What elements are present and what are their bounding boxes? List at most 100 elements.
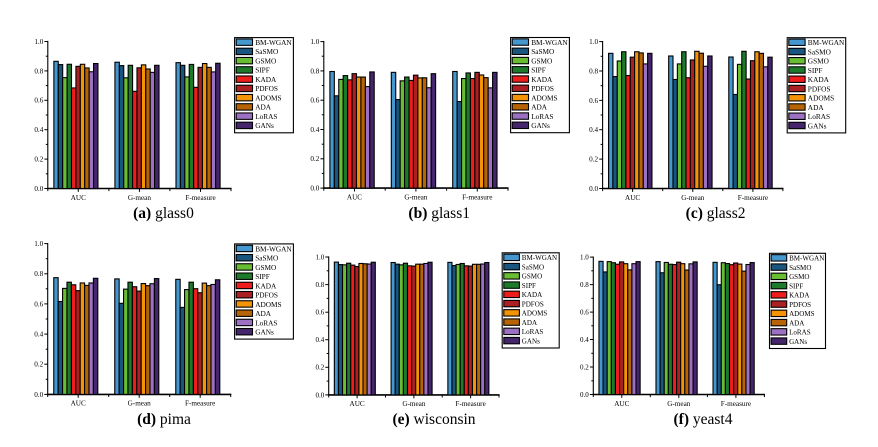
svg-text:PDFOS: PDFOS bbox=[255, 291, 278, 300]
svg-text:ADOMS: ADOMS bbox=[808, 94, 834, 103]
svg-text:BM-WGAN: BM-WGAN bbox=[789, 255, 824, 263]
svg-text:AUC: AUC bbox=[614, 400, 629, 408]
svg-text:GANs: GANs bbox=[789, 338, 807, 346]
svg-text:GANs: GANs bbox=[522, 337, 540, 345]
svg-text:BM-WGAN: BM-WGAN bbox=[531, 38, 568, 47]
svg-text:SaSMO: SaSMO bbox=[808, 47, 831, 56]
svg-text:0.4: 0.4 bbox=[34, 126, 43, 134]
svg-text:ADA: ADA bbox=[789, 319, 805, 327]
svg-text:(d) pima: (d) pima bbox=[137, 411, 191, 428]
svg-text:KADA: KADA bbox=[789, 292, 810, 300]
svg-text:G-mean: G-mean bbox=[402, 400, 426, 408]
svg-text:0.0: 0.0 bbox=[589, 185, 598, 193]
svg-text:LoRAS: LoRAS bbox=[789, 329, 811, 337]
svg-text:ADOMS: ADOMS bbox=[789, 310, 815, 318]
svg-text:0.0: 0.0 bbox=[315, 391, 324, 399]
svg-text:ADA: ADA bbox=[531, 103, 548, 112]
svg-text:KADA: KADA bbox=[255, 281, 277, 290]
svg-text:SaSMO: SaSMO bbox=[522, 263, 544, 271]
svg-text:ADOMS: ADOMS bbox=[255, 300, 281, 309]
svg-text:0.2: 0.2 bbox=[310, 155, 319, 163]
svg-text:ADOMS: ADOMS bbox=[522, 310, 548, 318]
svg-text:SaSMO: SaSMO bbox=[789, 264, 811, 272]
svg-text:1.0: 1.0 bbox=[589, 38, 598, 46]
svg-text:0.8: 0.8 bbox=[315, 281, 324, 289]
svg-text:0.8: 0.8 bbox=[34, 270, 43, 278]
svg-text:SIPF: SIPF bbox=[531, 66, 546, 75]
svg-text:KADA: KADA bbox=[522, 291, 543, 299]
svg-text:SIPF: SIPF bbox=[789, 282, 803, 290]
svg-text:GSMO: GSMO bbox=[531, 56, 552, 65]
svg-text:1.0: 1.0 bbox=[34, 240, 43, 248]
svg-text:ADA: ADA bbox=[255, 103, 272, 112]
svg-text:G-mean: G-mean bbox=[128, 400, 152, 408]
svg-text:(b) glass1: (b) glass1 bbox=[408, 205, 470, 222]
svg-text:0.6: 0.6 bbox=[34, 97, 43, 105]
svg-text:AUC: AUC bbox=[71, 194, 86, 202]
svg-text:0.6: 0.6 bbox=[589, 97, 598, 105]
svg-text:1.0: 1.0 bbox=[34, 38, 43, 46]
svg-text:ADA: ADA bbox=[808, 103, 825, 112]
svg-text:0.6: 0.6 bbox=[315, 309, 324, 317]
svg-text:F-measure: F-measure bbox=[721, 400, 751, 408]
svg-text:(f) yeast4: (f) yeast4 bbox=[674, 411, 733, 428]
svg-text:(c) glass2: (c) glass2 bbox=[686, 205, 746, 222]
svg-text:0.8: 0.8 bbox=[580, 281, 589, 289]
svg-text:ADOMS: ADOMS bbox=[531, 93, 557, 102]
svg-text:0.4: 0.4 bbox=[34, 331, 43, 339]
svg-text:0.2: 0.2 bbox=[34, 156, 43, 164]
svg-text:KADA: KADA bbox=[808, 75, 830, 84]
svg-text:ADA: ADA bbox=[255, 309, 272, 318]
svg-text:SaSMO: SaSMO bbox=[255, 254, 278, 263]
svg-text:0.4: 0.4 bbox=[580, 336, 589, 344]
svg-text:LoRAS: LoRAS bbox=[531, 112, 553, 121]
svg-text:0.8: 0.8 bbox=[310, 67, 319, 75]
svg-text:0.8: 0.8 bbox=[589, 67, 598, 75]
svg-text:F-measure: F-measure bbox=[738, 194, 768, 202]
svg-text:SaSMO: SaSMO bbox=[255, 47, 278, 56]
svg-text:0.0: 0.0 bbox=[34, 185, 43, 193]
svg-text:0.4: 0.4 bbox=[315, 336, 324, 344]
svg-text:G-mean: G-mean bbox=[404, 193, 428, 201]
svg-text:BM-WGAN: BM-WGAN bbox=[255, 38, 292, 47]
svg-text:(a) glass0: (a) glass0 bbox=[133, 205, 194, 222]
svg-text:KADA: KADA bbox=[531, 75, 553, 84]
svg-text:GSMO: GSMO bbox=[255, 263, 276, 272]
svg-text:G-mean: G-mean bbox=[681, 194, 705, 202]
svg-text:ADA: ADA bbox=[522, 319, 538, 327]
svg-text:0.6: 0.6 bbox=[310, 97, 319, 105]
svg-text:SIPF: SIPF bbox=[255, 272, 270, 281]
svg-text:1.0: 1.0 bbox=[310, 38, 319, 46]
svg-text:LoRAS: LoRAS bbox=[808, 112, 830, 121]
svg-text:ADOMS: ADOMS bbox=[255, 93, 281, 102]
svg-text:SIPF: SIPF bbox=[255, 66, 270, 75]
svg-text:G-mean: G-mean bbox=[667, 400, 691, 408]
svg-text:0.0: 0.0 bbox=[580, 391, 589, 399]
svg-text:AUC: AUC bbox=[347, 193, 362, 201]
svg-text:LoRAS: LoRAS bbox=[522, 328, 544, 336]
svg-text:BM-WGAN: BM-WGAN bbox=[522, 254, 557, 262]
svg-text:GANs: GANs bbox=[255, 328, 274, 337]
svg-text:0.8: 0.8 bbox=[34, 67, 43, 75]
svg-text:F-measure: F-measure bbox=[185, 400, 215, 408]
svg-text:SIPF: SIPF bbox=[522, 282, 536, 290]
svg-text:PDFOS: PDFOS bbox=[531, 84, 554, 93]
svg-text:GANs: GANs bbox=[531, 121, 550, 130]
svg-text:LoRAS: LoRAS bbox=[255, 112, 277, 121]
svg-text:1.0: 1.0 bbox=[315, 253, 324, 261]
svg-text:(e) wisconsin: (e) wisconsin bbox=[392, 411, 475, 428]
svg-text:1.0: 1.0 bbox=[580, 254, 589, 262]
svg-text:0.0: 0.0 bbox=[34, 391, 43, 399]
svg-text:AUC: AUC bbox=[350, 400, 365, 408]
svg-text:AUC: AUC bbox=[71, 400, 86, 408]
svg-text:PDFOS: PDFOS bbox=[255, 84, 278, 93]
svg-text:0.2: 0.2 bbox=[589, 156, 598, 164]
svg-text:GSMO: GSMO bbox=[255, 56, 276, 65]
svg-text:LoRAS: LoRAS bbox=[255, 318, 277, 327]
svg-text:BM-WGAN: BM-WGAN bbox=[808, 38, 845, 47]
svg-text:0.6: 0.6 bbox=[34, 300, 43, 308]
svg-text:F-measure: F-measure bbox=[462, 193, 492, 201]
svg-text:GSMO: GSMO bbox=[808, 57, 829, 66]
svg-text:F-measure: F-measure bbox=[455, 400, 485, 408]
svg-text:PDFOS: PDFOS bbox=[808, 84, 831, 93]
